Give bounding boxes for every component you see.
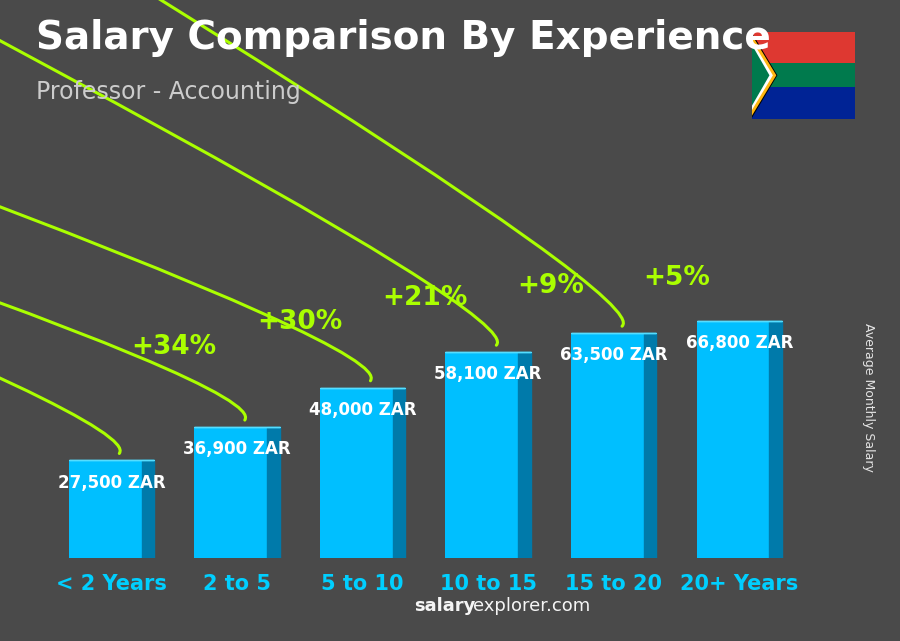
Text: 58,100 ZAR: 58,100 ZAR xyxy=(435,365,542,383)
Bar xyxy=(446,352,518,558)
Text: explorer.com: explorer.com xyxy=(472,597,590,615)
Polygon shape xyxy=(752,34,777,117)
Text: 36,900 ZAR: 36,900 ZAR xyxy=(183,440,291,458)
Polygon shape xyxy=(752,32,778,119)
Bar xyxy=(752,32,855,76)
Text: +34%: +34% xyxy=(131,334,217,360)
Polygon shape xyxy=(392,388,405,558)
Text: 48,000 ZAR: 48,000 ZAR xyxy=(309,401,417,419)
Bar xyxy=(571,333,644,558)
Text: Average Monthly Salary: Average Monthly Salary xyxy=(862,323,875,472)
Polygon shape xyxy=(770,321,782,558)
Text: < 2 Years: < 2 Years xyxy=(56,574,166,594)
Bar xyxy=(752,76,855,119)
Text: Professor - Accounting: Professor - Accounting xyxy=(36,80,301,104)
Text: 5 to 10: 5 to 10 xyxy=(321,574,404,594)
Text: 27,500 ZAR: 27,500 ZAR xyxy=(58,474,166,492)
Polygon shape xyxy=(141,460,154,558)
Polygon shape xyxy=(752,40,773,111)
Text: 2 to 5: 2 to 5 xyxy=(203,574,271,594)
Bar xyxy=(697,321,770,558)
Text: +30%: +30% xyxy=(257,308,342,335)
Text: 20+ Years: 20+ Years xyxy=(680,574,798,594)
Text: +9%: +9% xyxy=(518,273,584,299)
Text: 66,800 ZAR: 66,800 ZAR xyxy=(686,335,793,353)
Bar xyxy=(68,460,141,558)
Text: 63,500 ZAR: 63,500 ZAR xyxy=(560,346,668,364)
Text: 10 to 15: 10 to 15 xyxy=(440,574,536,594)
Polygon shape xyxy=(518,352,531,558)
Text: +5%: +5% xyxy=(644,265,710,291)
Polygon shape xyxy=(752,44,770,106)
Bar xyxy=(194,427,267,558)
Polygon shape xyxy=(644,333,656,558)
Text: +21%: +21% xyxy=(382,285,468,312)
Polygon shape xyxy=(267,427,280,558)
Bar xyxy=(320,388,392,558)
Bar xyxy=(752,63,855,87)
Text: salary: salary xyxy=(414,597,475,615)
Text: 15 to 20: 15 to 20 xyxy=(565,574,662,594)
Text: Salary Comparison By Experience: Salary Comparison By Experience xyxy=(36,19,770,57)
